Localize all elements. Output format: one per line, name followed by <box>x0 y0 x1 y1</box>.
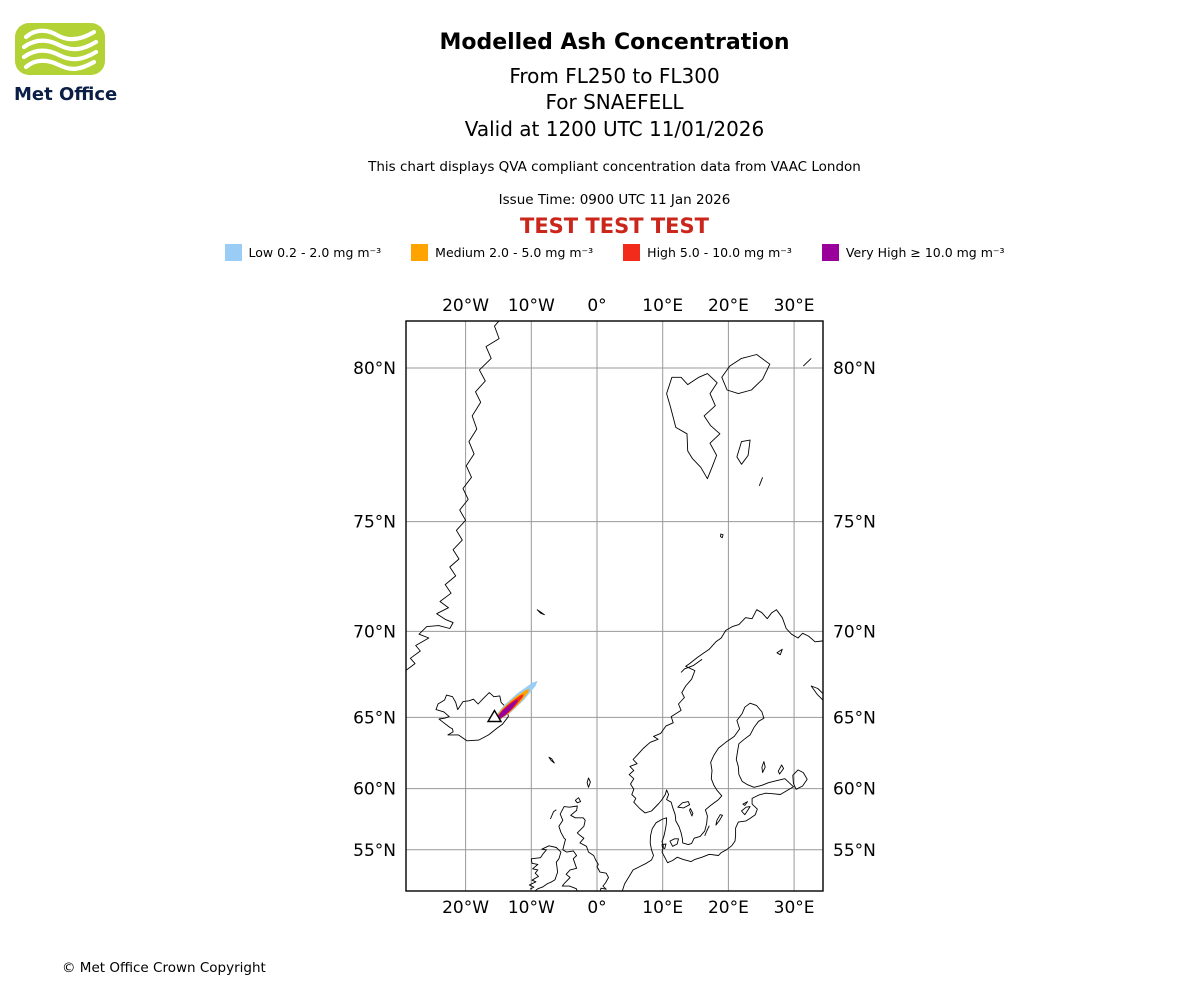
lon-tick-label-top: 20°E <box>708 296 749 316</box>
map-border <box>405 320 824 892</box>
legend-label-low: Low 0.2 - 2.0 mg m⁻³ <box>248 245 382 260</box>
legend-item-very-high: Very High ≥ 10.0 mg m⁻³ <box>821 244 1005 261</box>
lat-tick-label-left: 75°N <box>353 513 396 533</box>
coastline <box>715 814 723 826</box>
coastlines <box>406 321 823 891</box>
lon-tick-label-top: 0° <box>587 296 606 316</box>
coastline <box>741 806 751 816</box>
lon-tick-label-bottom: 20°W <box>442 898 489 918</box>
legend-swatch-very-high <box>821 244 839 261</box>
coastline <box>558 805 609 891</box>
lon-tick-label-bottom: 0° <box>587 898 606 918</box>
ash-plume <box>486 680 538 723</box>
lat-tick-label-right: 55°N <box>833 841 876 861</box>
valid-time-line: Valid at 1200 UTC 11/01/2026 <box>464 117 765 141</box>
coastline <box>680 658 703 673</box>
map-axis-labels: 20°W 20°W 10°W 10°W 0° 0° 10°E 10°E 20°E 20°E 30°E… <box>353 296 876 918</box>
legend-label-medium: Medium 2.0 - 5.0 mg m⁻³ <box>435 245 594 260</box>
test-banner: TEST TEST TEST <box>520 214 709 238</box>
legend-label-high: High 5.0 - 10.0 mg m⁻³ <box>647 245 792 260</box>
lat-tick-label-left: 80°N <box>353 359 396 379</box>
lon-tick-label-top: 10°W <box>508 296 555 316</box>
coastline <box>777 764 785 775</box>
coastline <box>689 808 694 817</box>
legend: Low 0.2 - 2.0 mg m⁻³ Medium 2.0 - 5.0 mg… <box>0 244 1200 261</box>
lon-tick-label-bottom: 10°W <box>508 898 555 918</box>
lat-tick-label-left: 70°N <box>353 622 396 642</box>
lat-tick-label-left: 60°N <box>353 780 396 800</box>
logo-wave-lines <box>21 28 99 71</box>
coastline <box>721 354 771 395</box>
flight-level-line: From FL250 to FL300 <box>509 64 720 88</box>
coastline <box>792 769 808 790</box>
lat-tick-label-right: 60°N <box>833 780 876 800</box>
legend-item-medium: Medium 2.0 - 5.0 mg m⁻³ <box>411 244 593 261</box>
coastline <box>742 801 748 806</box>
coastline <box>528 845 562 891</box>
lon-tick-label-bottom: 30°E <box>774 898 815 918</box>
ash-plume-very_high <box>496 699 519 720</box>
coastline <box>666 373 721 480</box>
legend-label-very-high: Very High ≥ 10.0 mg m⁻³ <box>845 245 1005 260</box>
legend-item-high: High 5.0 - 10.0 mg m⁻³ <box>623 244 792 261</box>
coastline <box>720 533 724 539</box>
coastline <box>736 439 751 465</box>
volcano-line: For SNAEFELL <box>545 90 684 114</box>
coastline <box>536 609 545 616</box>
coastline <box>810 685 823 701</box>
lat-tick-label-right: 75°N <box>833 513 876 533</box>
copyright-notice: © Met Office Crown Copyright <box>62 960 266 976</box>
volcano-marker <box>486 709 503 723</box>
map-grid <box>406 321 823 891</box>
met-office-logo-mark <box>15 23 105 75</box>
lat-tick-label-right: 80°N <box>833 359 876 379</box>
lat-tick-label-right: 70°N <box>833 622 876 642</box>
coastline <box>435 692 509 742</box>
legend-item-low: Low 0.2 - 2.0 mg m⁻³ <box>224 244 382 261</box>
lat-tick-label-right: 65°N <box>833 708 876 728</box>
coastline <box>574 797 582 804</box>
coastline <box>406 321 500 671</box>
met-office-logo <box>14 22 114 84</box>
lon-tick-label-bottom: 20°E <box>708 898 749 918</box>
qva-note: This chart displays QVA compliant concen… <box>368 159 861 175</box>
page-title: Modelled Ash Concentration <box>439 30 790 55</box>
legend-swatch-low <box>224 244 242 261</box>
coastline <box>549 809 557 820</box>
lon-tick-label-top: 30°E <box>774 296 815 316</box>
legend-swatch-high <box>623 244 641 261</box>
lat-tick-label-left: 65°N <box>353 708 396 728</box>
coastline <box>661 843 667 850</box>
coastline <box>802 358 812 367</box>
lon-tick-label-top: 10°E <box>642 296 683 316</box>
coastline <box>704 825 710 836</box>
coastline <box>776 648 783 656</box>
coastline <box>758 477 764 486</box>
met-office-logo-text: Met Office <box>14 84 118 105</box>
legend-swatch-medium <box>411 244 429 261</box>
lon-tick-label-top: 20°W <box>442 296 489 316</box>
coastline <box>621 609 823 891</box>
coastline <box>761 761 766 774</box>
issue-time: Issue Time: 0900 UTC 11 Jan 2026 <box>498 192 731 208</box>
lat-tick-label-left: 55°N <box>353 841 396 861</box>
coastline <box>548 756 555 764</box>
coastline <box>586 777 591 788</box>
coastline <box>677 801 691 809</box>
coastline <box>669 838 679 847</box>
lon-tick-label-bottom: 10°E <box>642 898 683 918</box>
